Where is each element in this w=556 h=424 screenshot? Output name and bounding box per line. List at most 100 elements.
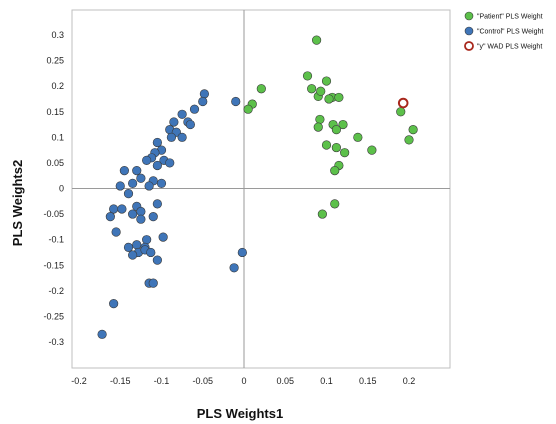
data-point bbox=[185, 119, 195, 130]
y-tick-label: -0.25 bbox=[43, 311, 64, 321]
data-point bbox=[307, 84, 317, 94]
y-tick-label: -0.05 bbox=[43, 209, 64, 219]
data-point bbox=[334, 92, 344, 103]
data-point bbox=[408, 125, 418, 135]
data-point bbox=[165, 158, 175, 168]
x-tick-label: -0.15 bbox=[110, 376, 131, 386]
y-tick-label: -0.2 bbox=[48, 286, 64, 296]
data-point bbox=[198, 96, 208, 107]
data-point bbox=[237, 247, 247, 258]
data-point bbox=[330, 199, 340, 209]
data-point bbox=[231, 96, 241, 107]
data-point bbox=[109, 299, 119, 309]
series-0 bbox=[243, 35, 418, 219]
data-point bbox=[105, 212, 115, 222]
data-point bbox=[132, 165, 142, 176]
data-point bbox=[229, 263, 239, 273]
data-point bbox=[136, 206, 146, 217]
y-tick-label: -0.1 bbox=[48, 235, 64, 245]
data-point bbox=[128, 209, 138, 219]
data-point bbox=[158, 232, 168, 242]
data-point bbox=[177, 132, 187, 142]
data-point bbox=[331, 125, 342, 135]
data-point bbox=[109, 204, 119, 214]
data-point bbox=[156, 178, 167, 188]
legend-marker bbox=[464, 11, 474, 21]
data-point bbox=[340, 148, 350, 158]
data-point bbox=[128, 178, 138, 188]
data-point bbox=[312, 35, 322, 45]
data-point bbox=[243, 104, 253, 114]
series-1 bbox=[97, 89, 247, 339]
data-point bbox=[97, 329, 107, 339]
x-tick-label: -0.2 bbox=[71, 376, 87, 386]
data-point bbox=[302, 71, 313, 81]
y-tick-label: 0.25 bbox=[46, 56, 64, 66]
data-point bbox=[128, 250, 138, 260]
data-point bbox=[144, 181, 154, 191]
data-point bbox=[123, 189, 134, 199]
data-point bbox=[256, 84, 266, 94]
x-tick-label: 0 bbox=[241, 376, 246, 386]
data-point bbox=[152, 199, 162, 209]
x-tick-label: 0.1 bbox=[320, 376, 333, 386]
x-tick-label: -0.05 bbox=[192, 376, 213, 386]
data-point bbox=[115, 181, 125, 191]
data-points bbox=[97, 35, 418, 339]
data-point bbox=[152, 160, 162, 171]
y-axis-ticks: 0.3 0.25 0.2 0.15 0.1 0.05 0 -0.05 -0.1 -0.15 -0.2… bbox=[43, 30, 64, 347]
y-tick-label: 0.3 bbox=[51, 30, 64, 40]
x-tick-label: 0.2 bbox=[403, 376, 416, 386]
legend: "Patient" PLS Weight "Control" PLS Weight… bbox=[464, 11, 543, 51]
y-axis-title: PLS Weights2 bbox=[10, 160, 25, 246]
data-point bbox=[117, 204, 127, 214]
data-point bbox=[353, 132, 363, 142]
x-axis-ticks: -0.2 -0.15 -0.1 -0.05 0 0.05 0.1 0.15 0.2 bbox=[71, 376, 415, 386]
x-tick-label: 0.05 bbox=[276, 376, 294, 386]
y-tick-label: -0.15 bbox=[43, 260, 64, 270]
data-point bbox=[142, 235, 152, 245]
data-point bbox=[321, 76, 332, 86]
data-point bbox=[397, 97, 409, 109]
data-point bbox=[330, 165, 340, 176]
data-point bbox=[321, 140, 332, 150]
x-tick-label: -0.1 bbox=[154, 376, 170, 386]
data-point bbox=[123, 242, 134, 252]
data-point bbox=[396, 107, 406, 117]
data-point bbox=[331, 142, 342, 153]
data-point bbox=[136, 214, 146, 224]
data-point bbox=[148, 278, 158, 288]
y-tick-label: 0 bbox=[59, 184, 64, 194]
legend-marker bbox=[464, 26, 474, 36]
y-tick-label: 0.2 bbox=[51, 81, 64, 91]
legend-label: "Patient" PLS Weight bbox=[477, 14, 543, 21]
data-point bbox=[317, 209, 327, 219]
data-point bbox=[177, 109, 187, 119]
data-point bbox=[111, 227, 121, 237]
data-point bbox=[315, 114, 325, 125]
data-point bbox=[148, 212, 158, 222]
y-tick-label: 0.05 bbox=[46, 158, 64, 168]
data-point bbox=[189, 104, 200, 114]
data-point bbox=[166, 132, 176, 142]
data-point bbox=[136, 173, 146, 183]
data-point bbox=[313, 122, 323, 132]
data-point bbox=[404, 135, 414, 145]
y-tick-label: 0.1 bbox=[51, 132, 64, 142]
x-axis-title: PLS Weights1 bbox=[197, 406, 283, 421]
data-point bbox=[367, 145, 377, 155]
data-point bbox=[169, 117, 179, 127]
data-point bbox=[146, 247, 156, 258]
data-point bbox=[316, 86, 326, 96]
x-tick-label: 0.15 bbox=[359, 376, 377, 386]
zero-lines bbox=[72, 10, 450, 368]
data-point bbox=[132, 240, 142, 250]
y-tick-label: 0.15 bbox=[46, 107, 64, 117]
data-point bbox=[152, 255, 162, 265]
legend-marker bbox=[464, 41, 474, 51]
data-point bbox=[199, 89, 209, 99]
data-point bbox=[152, 137, 162, 148]
data-point bbox=[324, 94, 334, 104]
legend-label: "y" WAD PLS Weight bbox=[477, 44, 542, 51]
